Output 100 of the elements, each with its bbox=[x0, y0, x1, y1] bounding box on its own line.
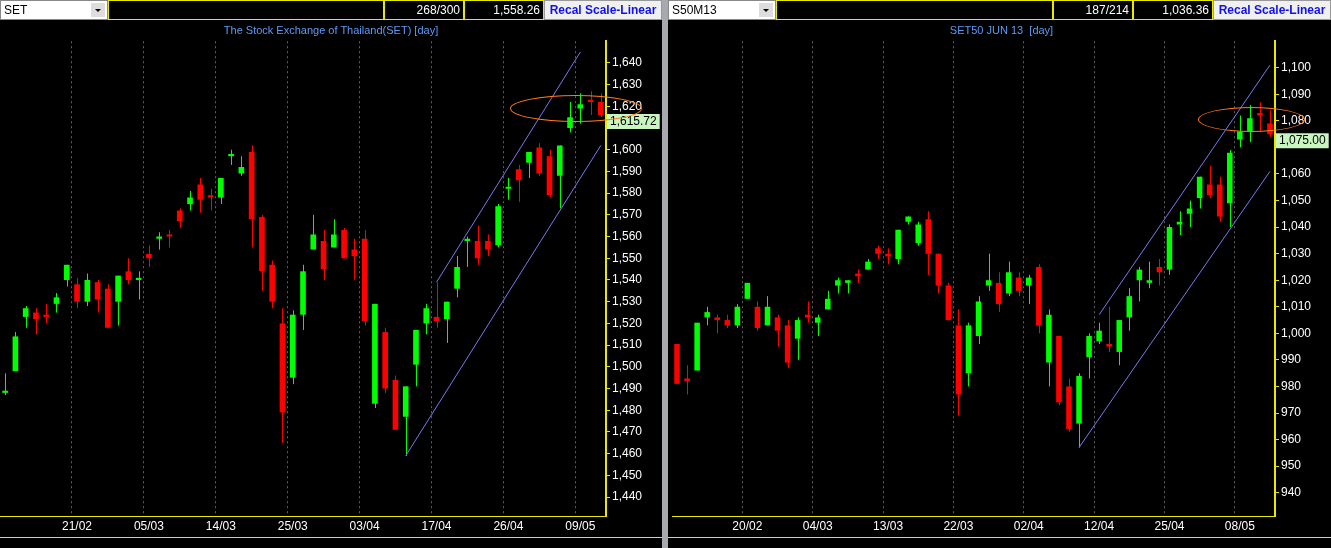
candlestick bbox=[754, 300, 761, 332]
candlestick bbox=[704, 306, 710, 326]
y-tick-label: 1,470 bbox=[612, 424, 643, 439]
y-tick-label: 940 bbox=[1281, 485, 1302, 500]
text: 268/300 bbox=[384, 0, 464, 20]
candlestick bbox=[310, 214, 317, 251]
y-tick-label: 1,490 bbox=[612, 380, 643, 395]
candlestick bbox=[330, 218, 337, 248]
x-tick-label: 09/05 bbox=[565, 519, 596, 534]
text: Recal Scale-Linear bbox=[544, 0, 662, 20]
candlestick bbox=[33, 307, 39, 335]
y-tick-label: 1,050 bbox=[1281, 192, 1312, 207]
candlestick bbox=[684, 364, 690, 395]
candlestick bbox=[1237, 115, 1243, 148]
y-tick-label: 1,580 bbox=[612, 185, 643, 200]
y-tick-label: 990 bbox=[1281, 352, 1302, 367]
text: 1,558.26 bbox=[464, 0, 544, 20]
y-tick-label: 1,000 bbox=[1281, 325, 1312, 340]
x-tick-label: 17/04 bbox=[421, 519, 452, 534]
y-tick-label: 1,480 bbox=[612, 402, 643, 417]
x-tick-label: 03/04 bbox=[349, 519, 380, 534]
candlestick bbox=[1106, 306, 1112, 353]
y-tick-label: 1,530 bbox=[612, 294, 643, 309]
candlestick bbox=[774, 314, 781, 348]
candlestick bbox=[1096, 322, 1102, 345]
candlestick bbox=[125, 257, 132, 285]
candlestick bbox=[1196, 176, 1203, 210]
candlestick bbox=[238, 155, 245, 177]
y-tick-label: 1,060 bbox=[1281, 166, 1312, 181]
text: 1,036.36 bbox=[1133, 0, 1213, 20]
x-tick-label: 04/03 bbox=[802, 519, 834, 534]
symbol-field: SET bbox=[0, 0, 108, 20]
chart-title: The Stock Exchange of Thailand(SET) [day] bbox=[223, 23, 439, 36]
x-tick-label: 20/02 bbox=[732, 519, 763, 534]
candlestick bbox=[995, 271, 1002, 313]
x-tick-label: 22/03 bbox=[943, 519, 974, 534]
candlestick bbox=[1086, 332, 1092, 379]
candlestick bbox=[714, 314, 720, 334]
y-tick-label: 960 bbox=[1281, 431, 1302, 446]
candlestick bbox=[176, 207, 183, 229]
y-tick-label: 1,520 bbox=[612, 315, 643, 330]
candlestick bbox=[187, 190, 193, 212]
candlestick bbox=[2, 372, 8, 396]
candlestick bbox=[1247, 104, 1253, 143]
x-tick-label: 05/03 bbox=[133, 519, 165, 534]
y-tick-label: 1,440 bbox=[612, 489, 643, 504]
y-tick-label: 1,510 bbox=[612, 337, 643, 352]
candlestick bbox=[915, 221, 921, 247]
x-tick-label: 13/03 bbox=[873, 519, 904, 534]
candlestick bbox=[423, 303, 430, 335]
y-tick-label: 1,090 bbox=[1281, 86, 1312, 101]
candlestick bbox=[814, 314, 821, 337]
text: Recal Scale-Linear bbox=[1213, 0, 1331, 20]
y-tick-label: 1,100 bbox=[1281, 60, 1312, 75]
candlestick bbox=[577, 92, 584, 125]
x-tick-label: 21/02 bbox=[62, 519, 93, 534]
y-tick-label: 1,550 bbox=[612, 250, 643, 265]
candlestick bbox=[43, 303, 50, 324]
candlestick bbox=[53, 292, 60, 314]
y-tick-label: 1,640 bbox=[612, 55, 643, 70]
candlestick bbox=[22, 305, 29, 329]
y-tick-label: 1,630 bbox=[612, 76, 643, 91]
text: 1,075.00 bbox=[1279, 132, 1327, 147]
y-tick-label: 1,030 bbox=[1281, 245, 1312, 260]
chart-title: SET50 JUN 13 [day] bbox=[949, 23, 1054, 36]
y-tick-label: 1,590 bbox=[612, 163, 643, 178]
x-tick-label: 26/04 bbox=[493, 519, 524, 534]
y-tick-label: 1,040 bbox=[1281, 219, 1312, 234]
candlestick bbox=[1146, 261, 1153, 289]
candlestick bbox=[74, 277, 80, 309]
x-tick-label: 12/04 bbox=[1084, 519, 1115, 534]
y-tick-label: 1,010 bbox=[1281, 299, 1312, 314]
candlestick bbox=[598, 92, 604, 118]
x-tick-label: 14/03 bbox=[205, 519, 237, 534]
candlestick bbox=[1126, 287, 1133, 332]
candlestick bbox=[1026, 274, 1032, 305]
y-tick-label: 980 bbox=[1281, 378, 1302, 393]
y-tick-label: 1,500 bbox=[612, 359, 643, 374]
x-tick-label: 25/04 bbox=[1154, 519, 1185, 534]
y-tick-label: 1,450 bbox=[612, 467, 643, 482]
y-tick-label: 1,020 bbox=[1281, 272, 1312, 287]
candlestick bbox=[218, 177, 224, 205]
candlestick bbox=[526, 151, 532, 179]
candlestick bbox=[985, 253, 992, 292]
y-tick-label: 1,460 bbox=[612, 445, 643, 460]
candlestick bbox=[94, 279, 101, 314]
candlestick bbox=[1005, 261, 1012, 297]
y-tick-label: 1,570 bbox=[612, 207, 643, 222]
candlestick bbox=[1257, 101, 1263, 132]
x-tick-label: 02/04 bbox=[1013, 519, 1045, 534]
candlestick bbox=[146, 244, 152, 268]
text: 187/214 bbox=[1053, 0, 1133, 20]
text: 1,615.72 bbox=[610, 113, 658, 128]
candlestick bbox=[443, 301, 450, 344]
y-tick-label: 1,560 bbox=[612, 228, 643, 243]
y-tick-label: 1,600 bbox=[612, 142, 643, 157]
candlestick bbox=[485, 233, 491, 257]
y-tick-label: 1,540 bbox=[612, 272, 643, 287]
x-tick-label: 08/05 bbox=[1224, 519, 1256, 534]
candlestick bbox=[454, 255, 460, 298]
